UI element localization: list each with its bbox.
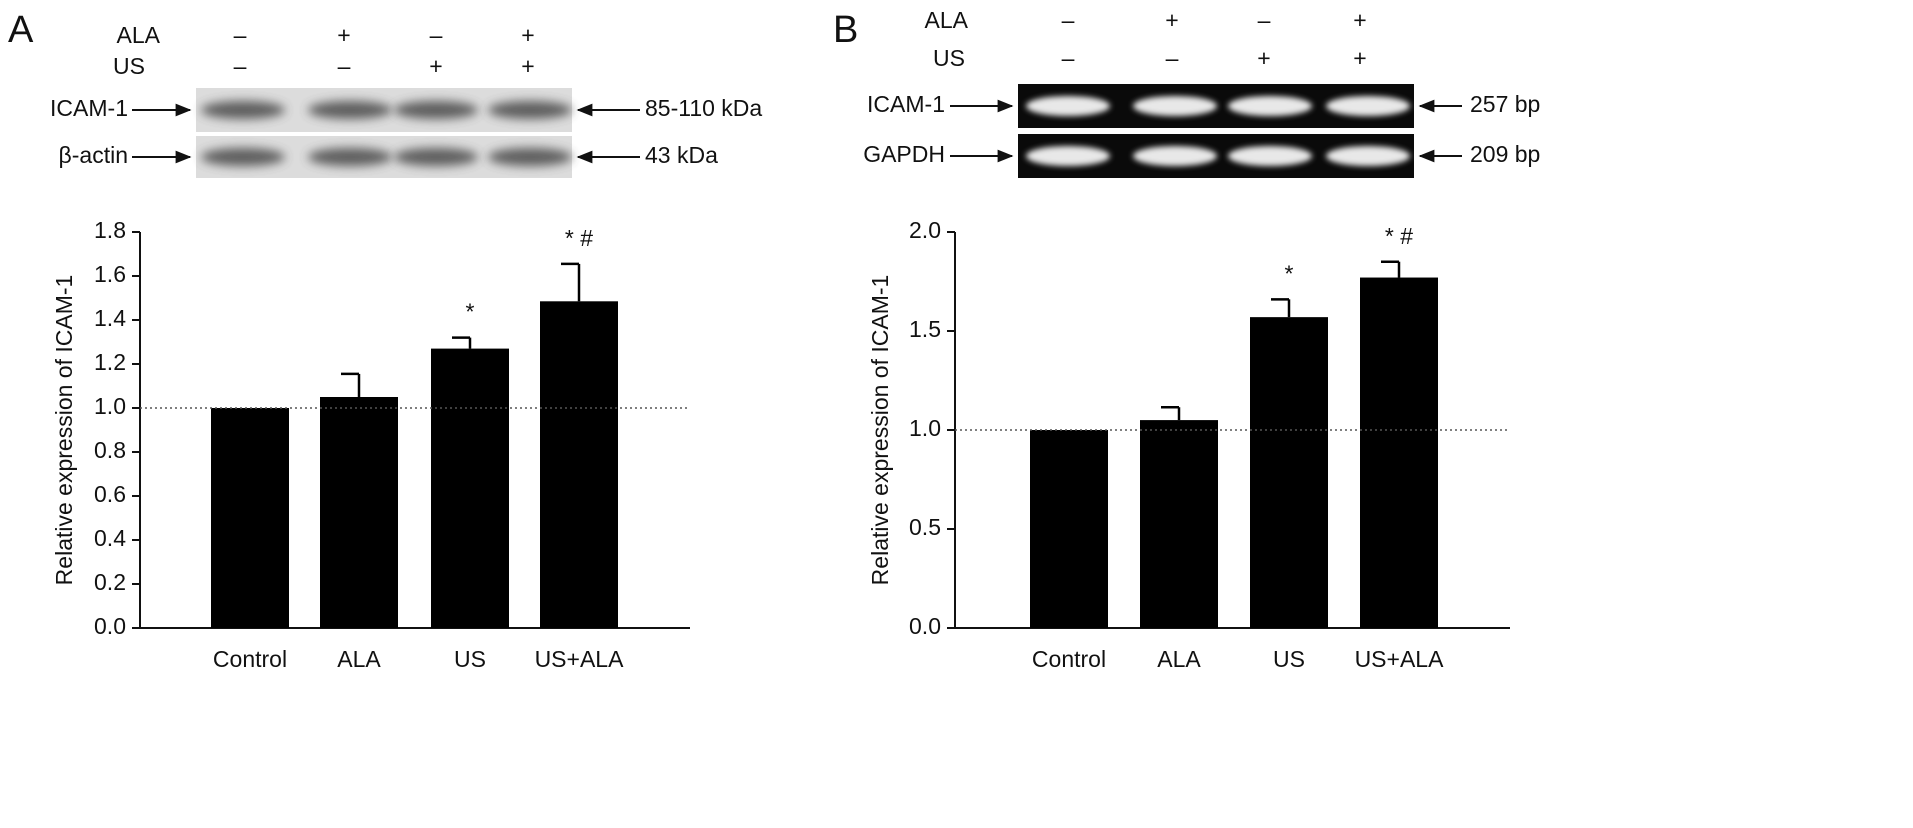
y-tick-label: 0.6	[94, 481, 126, 507]
y-tick-label: 0.4	[94, 525, 126, 551]
x-tick-label: US	[454, 646, 486, 672]
blot-band	[1026, 146, 1110, 166]
y-tick-label: 0.0	[909, 613, 941, 639]
blot-band	[1228, 96, 1312, 116]
significance-label: *	[1285, 260, 1294, 286]
bar	[431, 348, 509, 628]
bar	[1250, 317, 1328, 628]
blot-size-label: 43 kDa	[645, 142, 718, 168]
blot-row-label: GAPDH	[863, 141, 945, 167]
y-tick-label: 1.2	[94, 349, 126, 375]
x-tick-label: US+ALA	[1355, 646, 1445, 672]
significance-label: * #	[565, 225, 593, 251]
blot-band	[1026, 96, 1110, 116]
blot-band	[488, 148, 572, 166]
bar	[1360, 277, 1438, 628]
y-tick-label: 0.8	[94, 437, 126, 463]
condition-sign: –	[430, 22, 443, 48]
significance-label: *	[466, 299, 475, 325]
bar	[211, 408, 289, 628]
blot-band	[201, 101, 285, 119]
condition-sign: –	[1062, 45, 1075, 71]
blot-size-label: 257 bp	[1470, 91, 1540, 117]
blot-band	[308, 101, 392, 119]
bar	[320, 397, 398, 628]
blot-size-label: 209 bp	[1470, 141, 1540, 167]
y-tick-label: 1.4	[94, 305, 126, 331]
panel-label: A	[8, 9, 34, 51]
blot-size-label: 85-110 kDa	[645, 95, 762, 121]
condition-sign: +	[1257, 45, 1270, 71]
condition-sign: +	[521, 53, 534, 79]
bar	[1140, 420, 1218, 628]
blot-band	[488, 101, 572, 119]
blot-row-label: β-actin	[59, 142, 128, 168]
condition-sign: +	[521, 22, 534, 48]
blot-band	[1228, 146, 1312, 166]
condition-label: US	[933, 45, 965, 71]
significance-label: * #	[1385, 223, 1413, 249]
condition-sign: –	[338, 53, 351, 79]
x-tick-label: US+ALA	[535, 646, 625, 672]
blot-band	[1133, 146, 1217, 166]
y-tick-label: 1.0	[94, 393, 126, 419]
y-tick-label: 1.0	[909, 415, 941, 441]
y-tick-label: 0.5	[909, 514, 941, 540]
blot-row-label: ICAM-1	[867, 91, 945, 117]
x-tick-label: ALA	[1157, 646, 1201, 672]
x-tick-label: Control	[1032, 646, 1106, 672]
condition-label: ALA	[925, 7, 969, 33]
blot-band	[1326, 146, 1410, 166]
blot-band	[201, 148, 285, 166]
condition-sign: +	[337, 22, 350, 48]
condition-sign: +	[1353, 45, 1366, 71]
y-tick-label: 1.6	[94, 261, 126, 287]
condition-sign: +	[1165, 7, 1178, 33]
condition-label: ALA	[117, 22, 161, 48]
blot-row-label: ICAM-1	[50, 95, 128, 121]
y-tick-label: 1.5	[909, 316, 941, 342]
blot-band	[1326, 96, 1410, 116]
x-tick-label: US	[1273, 646, 1305, 672]
x-tick-label: ALA	[337, 646, 381, 672]
condition-sign: –	[1258, 7, 1271, 33]
y-axis-label: Relative expression of ICAM-1	[51, 275, 77, 586]
condition-label: US	[113, 53, 145, 79]
blot-band	[394, 148, 478, 166]
blot-band	[394, 101, 478, 119]
blot-band	[308, 148, 392, 166]
y-axis-label: Relative expression of ICAM-1	[867, 275, 893, 586]
condition-sign: –	[1062, 7, 1075, 33]
condition-sign: +	[1353, 7, 1366, 33]
condition-sign: –	[234, 53, 247, 79]
y-tick-label: 1.8	[94, 217, 126, 243]
condition-sign: –	[234, 22, 247, 48]
blot-band	[1133, 96, 1217, 116]
y-tick-label: 0.0	[94, 613, 126, 639]
panel-label: B	[833, 9, 858, 51]
y-tick-label: 2.0	[909, 217, 941, 243]
bar	[540, 301, 618, 628]
bar	[1030, 430, 1108, 628]
y-tick-label: 0.2	[94, 569, 126, 595]
condition-sign: –	[1166, 45, 1179, 71]
x-tick-label: Control	[213, 646, 287, 672]
condition-sign: +	[429, 53, 442, 79]
